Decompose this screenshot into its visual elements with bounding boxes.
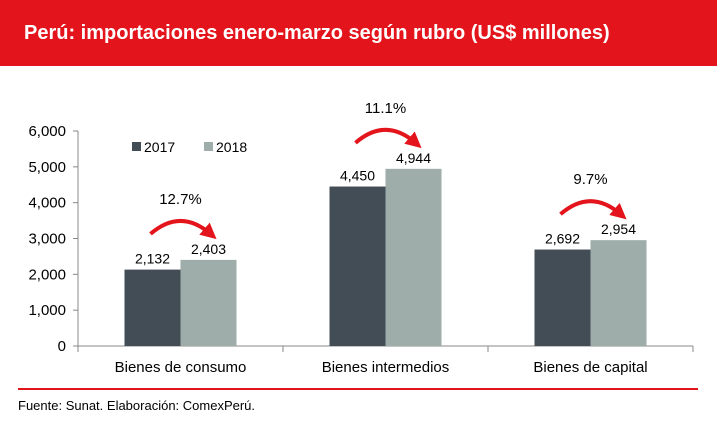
data-label: 2,954 (601, 221, 636, 237)
legend-label: 2018 (216, 139, 247, 155)
y-tick-label: 1,000 (28, 302, 66, 319)
legend-label: 2017 (144, 139, 175, 155)
x-tick-label: Bienes de capital (533, 359, 647, 376)
legend-swatch (132, 142, 141, 151)
data-label: 4,450 (340, 168, 375, 184)
bar-2017 (329, 186, 386, 346)
title-bar: Perú: importaciones enero-marzo según ru… (0, 0, 717, 66)
bar-2018 (385, 168, 442, 346)
growth-arrow (149, 219, 217, 240)
growth-label: 11.1% (365, 100, 406, 117)
y-tick-label: 0 (58, 338, 66, 355)
y-tick-label: 4,000 (28, 195, 66, 212)
bar-2017 (534, 249, 591, 346)
x-tick-label: Bienes intermedios (322, 359, 450, 376)
y-tick-label: 3,000 (28, 231, 66, 248)
data-label: 4,944 (396, 150, 431, 166)
source-note: Fuente: Sunat. Elaboración: ComexPerú. (18, 398, 256, 413)
growth-label: 12.7% (159, 191, 202, 208)
y-tick-label: 5,000 (28, 159, 66, 176)
x-tick-label: Bienes de consumo (115, 359, 247, 376)
data-label: 2,403 (191, 241, 226, 257)
growth-arrow (559, 199, 627, 220)
bar-2018 (180, 259, 237, 346)
data-label: 2,132 (135, 251, 170, 267)
bar-2017 (124, 269, 181, 346)
growth-arrow (354, 128, 422, 149)
y-tick-label: 2,000 (28, 266, 66, 283)
bar-2018 (590, 240, 647, 346)
chart-title: Perú: importaciones enero-marzo según ru… (24, 22, 610, 44)
growth-label: 9.7% (573, 171, 607, 188)
legend-swatch (204, 142, 213, 151)
y-tick-label: 6,000 (28, 123, 66, 140)
bar-chart: 0 1,000 2,000 3,000 4,000 5,000 6,000 Bienes de… (28, 100, 694, 376)
data-label: 2,692 (545, 231, 580, 247)
footer-divider (18, 388, 698, 390)
